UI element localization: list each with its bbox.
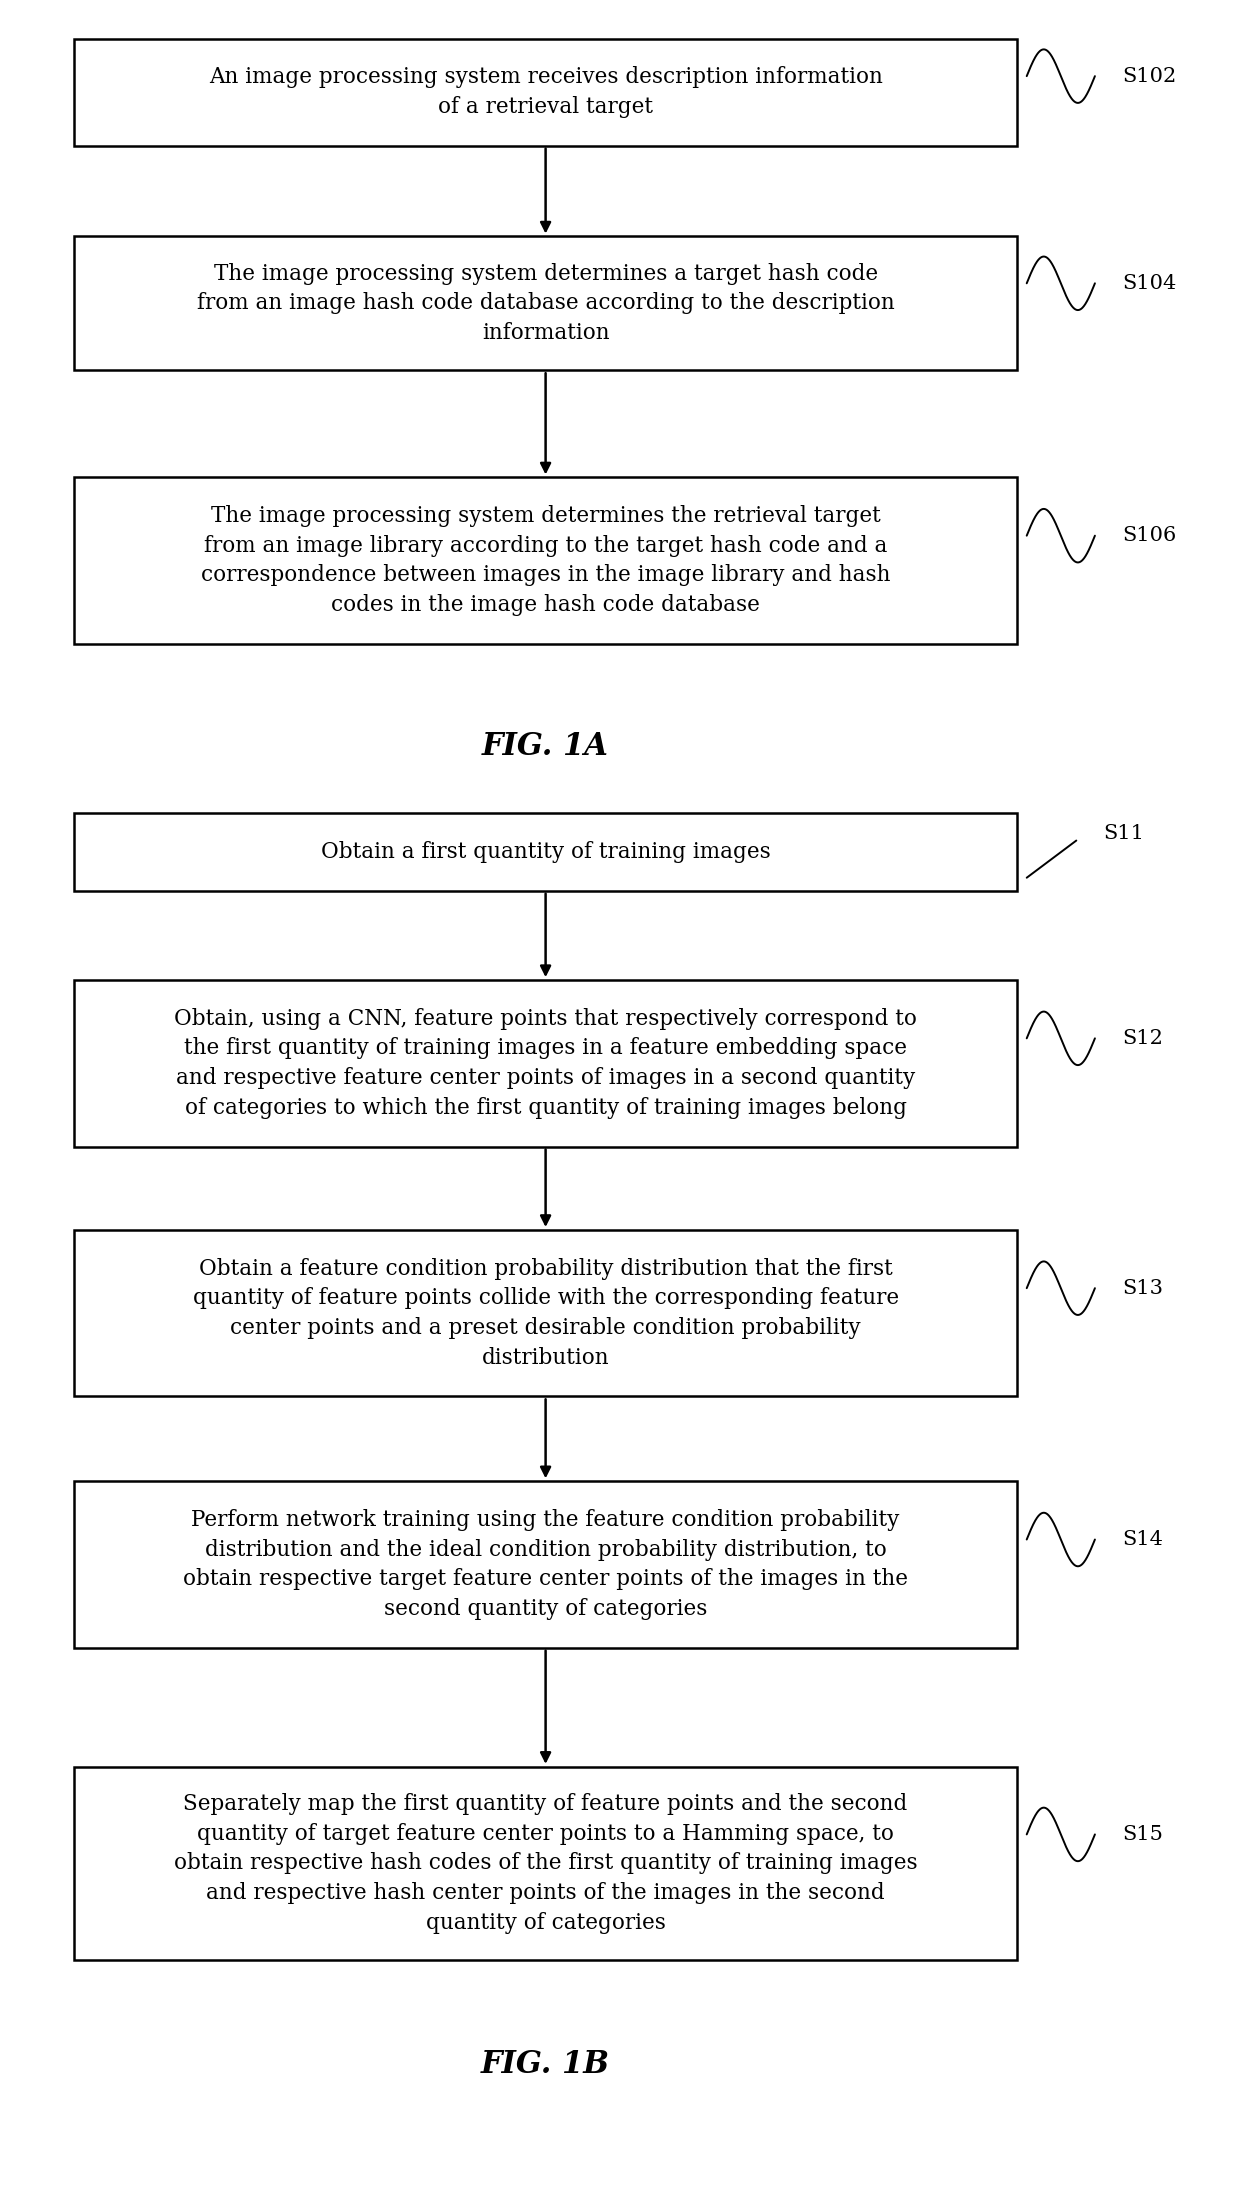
FancyBboxPatch shape — [74, 814, 1017, 891]
Text: Obtain a feature condition probability distribution that the first
quantity of f: Obtain a feature condition probability d… — [192, 1257, 899, 1369]
Text: S11: S11 — [1104, 823, 1145, 843]
Text: Perform network training using the feature condition probability
distribution an: Perform network training using the featu… — [184, 1510, 908, 1620]
Text: The image processing system determines the retrieval target
from an image librar: The image processing system determines t… — [201, 506, 890, 616]
FancyBboxPatch shape — [74, 478, 1017, 645]
Text: S13: S13 — [1122, 1279, 1163, 1299]
Text: An image processing system receives description information
of a retrieval targe: An image processing system receives desc… — [208, 66, 883, 119]
Text: S106: S106 — [1122, 526, 1177, 546]
Text: Separately map the first quantity of feature points and the second
quantity of t: Separately map the first quantity of fea… — [174, 1794, 918, 1935]
Text: FIG. 1B: FIG. 1B — [481, 2049, 610, 2080]
FancyBboxPatch shape — [74, 1230, 1017, 1395]
Text: S12: S12 — [1122, 1028, 1163, 1048]
Text: Obtain, using a CNN, feature points that respectively correspond to
the first qu: Obtain, using a CNN, feature points that… — [174, 1008, 918, 1118]
Text: S15: S15 — [1122, 1825, 1163, 1844]
FancyBboxPatch shape — [74, 979, 1017, 1147]
FancyBboxPatch shape — [74, 236, 1017, 370]
Text: FIG. 1A: FIG. 1A — [482, 731, 609, 762]
Text: S104: S104 — [1122, 273, 1177, 293]
Text: S102: S102 — [1122, 66, 1177, 86]
Text: The image processing system determines a target hash code
from an image hash cod: The image processing system determines a… — [197, 262, 894, 343]
Text: S14: S14 — [1122, 1530, 1163, 1550]
FancyBboxPatch shape — [74, 1481, 1017, 1649]
Text: Obtain a first quantity of training images: Obtain a first quantity of training imag… — [321, 841, 770, 863]
FancyBboxPatch shape — [74, 1767, 1017, 1961]
FancyBboxPatch shape — [74, 40, 1017, 145]
